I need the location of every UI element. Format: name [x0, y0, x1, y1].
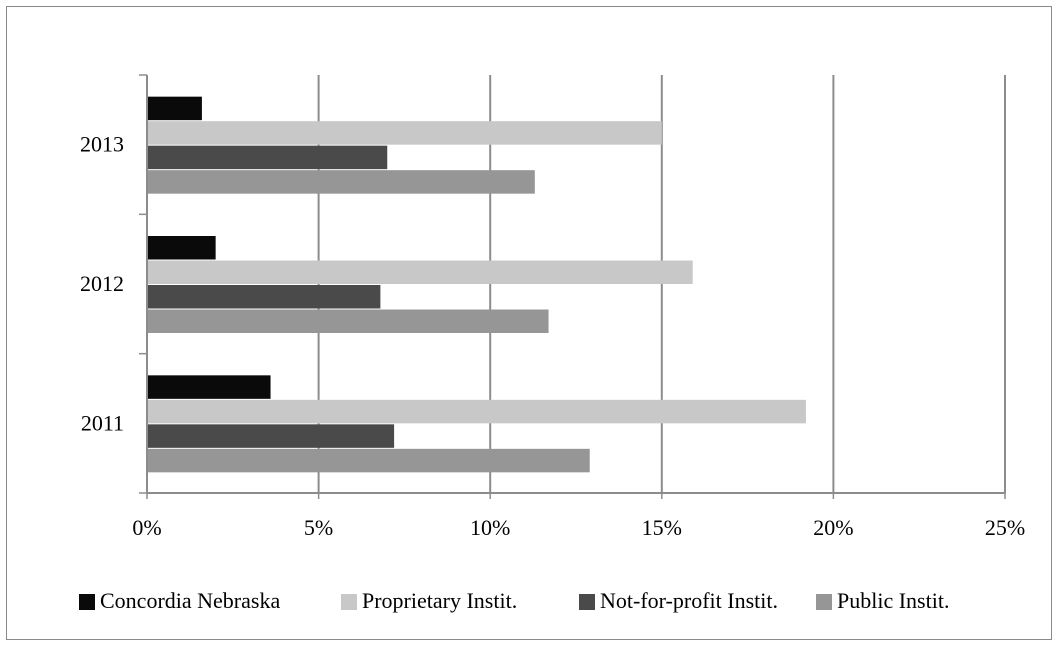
x-tick-label: 5%: [304, 515, 333, 540]
y-category-label: 2011: [81, 410, 124, 435]
y-category-label: 2013: [80, 132, 124, 157]
legend-label: Public Instit.: [837, 588, 949, 613]
legend-swatch: [816, 594, 832, 610]
bar: [147, 399, 806, 424]
legend-swatch: [341, 594, 357, 610]
x-tick-label: 15%: [642, 515, 682, 540]
x-tick-label: 10%: [470, 515, 510, 540]
bar: [147, 170, 535, 194]
bar: [147, 121, 662, 145]
axes: 0% 5% 10% 15% 20% 25% 2011 2012 2013: [80, 74, 1025, 540]
x-tick-label: 0%: [132, 515, 161, 540]
bar: [147, 375, 271, 399]
bar: [147, 96, 202, 121]
bar: [147, 424, 395, 448]
legend-swatch: [79, 594, 95, 610]
bar: [147, 448, 590, 473]
legend: Concordia Nebraska Proprietary Instit. Not…: [79, 588, 949, 613]
bar: [147, 236, 216, 260]
bar: [147, 260, 693, 284]
bars: [147, 96, 806, 473]
x-tick-label: 20%: [813, 515, 853, 540]
legend-swatch: [579, 594, 595, 610]
legend-label: Not-for-profit Instit.: [600, 588, 778, 613]
bar: [147, 285, 381, 309]
legend-label: Concordia Nebraska: [100, 588, 280, 613]
y-category-label: 2012: [80, 271, 124, 296]
bar: [147, 145, 388, 170]
legend-label: Proprietary Instit.: [362, 588, 517, 613]
x-tick-label: 25%: [985, 515, 1025, 540]
bar: [147, 309, 549, 333]
